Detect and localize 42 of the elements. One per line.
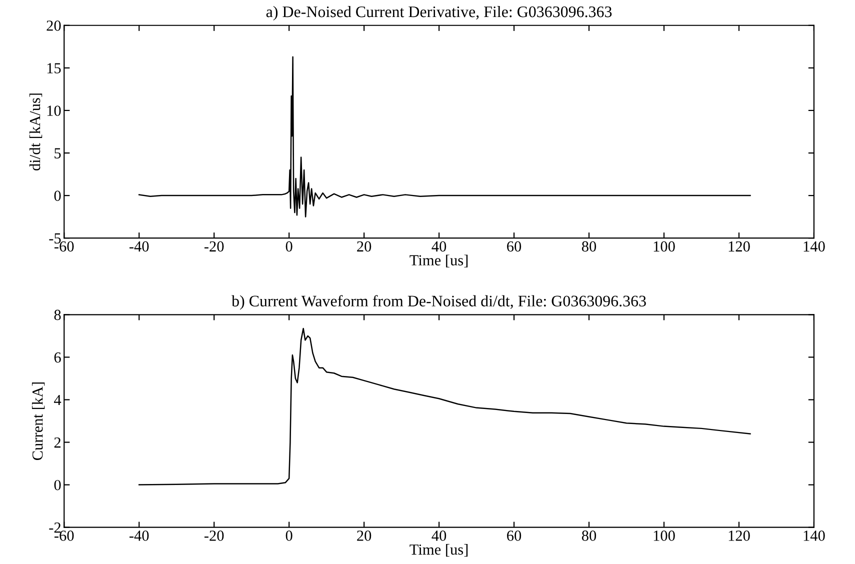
y-tick-label: 10	[47, 106, 61, 116]
y-tick-label: 20	[46, 20, 61, 31]
line-series	[138, 328, 751, 486]
x-tick-label: -60	[54, 530, 74, 541]
line-series	[138, 56, 751, 218]
x-tick-label: 120	[728, 530, 750, 541]
y-tick-label: 8	[54, 310, 61, 320]
y-tick-label: 0	[54, 480, 61, 490]
y-tick-label: 0	[54, 190, 61, 201]
x-tick-label: 80	[582, 530, 596, 541]
chart-title: a) De-Noised Current Derivative, File: G0363096.363	[266, 6, 612, 20]
y-tick-label: 2	[54, 437, 61, 448]
chart-title: b) Current Waveform from De-Noised di/dt, File: G0363096.363	[232, 295, 646, 310]
y-tick-label: 5	[54, 148, 61, 158]
y-tick-label: 6	[54, 352, 61, 363]
x-tick-label: 20	[357, 241, 372, 252]
x-tick-label: 100	[654, 530, 675, 541]
x-axis-title: Time [us]	[410, 544, 468, 557]
x-tick-label: 120	[728, 241, 750, 252]
y-tick-label: -5	[49, 233, 61, 244]
y-tick-label: -2	[49, 522, 61, 533]
x-tick-label: 140	[804, 530, 825, 541]
x-tick-label: -60	[54, 241, 74, 252]
x-tick-label: -20	[204, 241, 224, 252]
x-tick-label: 140	[804, 241, 825, 252]
x-tick-label: 20	[357, 530, 372, 541]
y-tick-label: 4	[54, 394, 62, 406]
x-tick-label: 0	[286, 530, 292, 541]
x-tick-label: -40	[129, 241, 149, 252]
x-tick-label: 60	[507, 241, 522, 252]
x-axis-title: Time [us]	[410, 254, 468, 268]
x-tick-label: -20	[204, 530, 224, 541]
y-tick-label: 15	[47, 63, 61, 74]
x-tick-label: 80	[582, 241, 596, 252]
x-tick-label: 40	[432, 530, 446, 541]
x-tick-label: 40	[432, 241, 446, 252]
x-tick-label: 0	[286, 241, 292, 252]
x-tick-label: 100	[654, 241, 675, 252]
x-tick-label: 60	[507, 530, 522, 541]
x-tick-label: -40	[129, 530, 149, 541]
y-axis-title: di/dt [kA/us]	[29, 94, 42, 170]
y-axis-title: Current [kA]	[32, 382, 45, 460]
